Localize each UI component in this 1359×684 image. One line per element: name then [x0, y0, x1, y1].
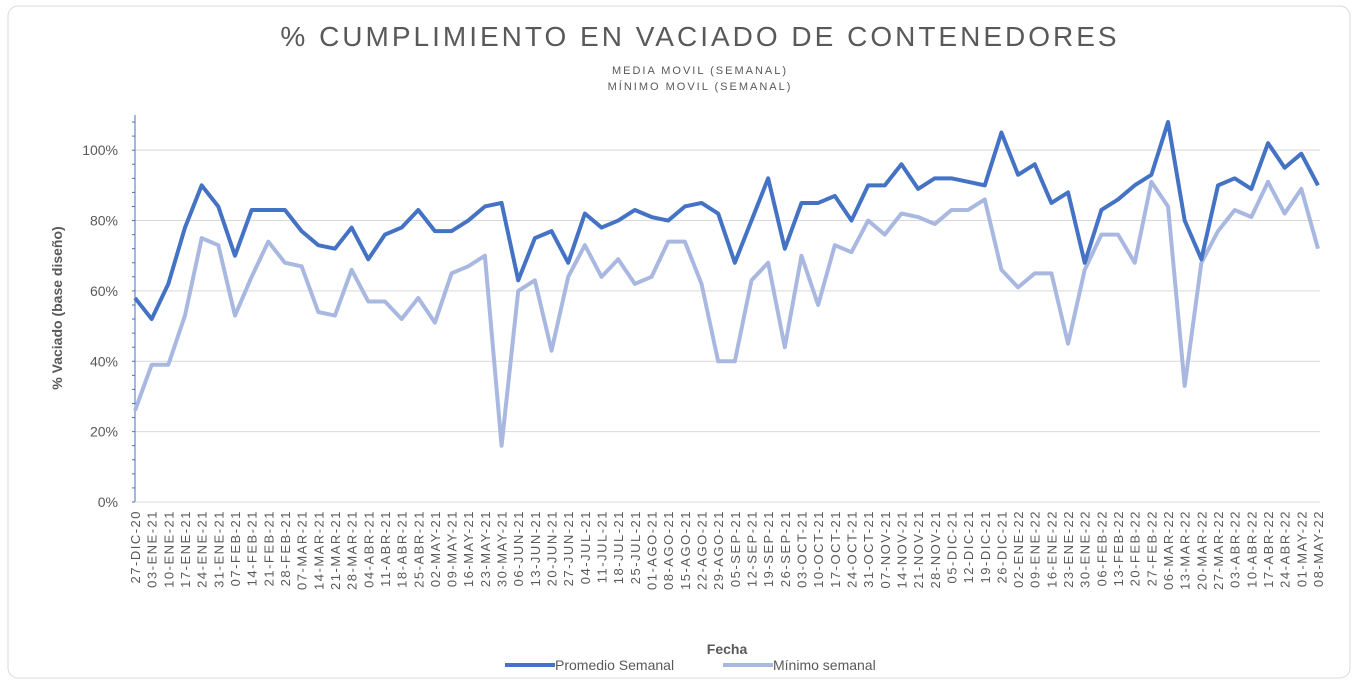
- x-tick-label: 18-JUL-21: [611, 510, 626, 584]
- x-tick-label: 06-JUN-21: [511, 510, 526, 586]
- x-tick-label: 21-FEB-21: [261, 510, 276, 586]
- x-tick-label: 18-ABR-21: [395, 510, 410, 588]
- x-tick-label: 10-OCT-21: [811, 510, 826, 588]
- x-tick-label: 03-ENE-21: [145, 510, 160, 588]
- x-tick-label: 25-JUL-21: [628, 510, 643, 584]
- x-tick-label: 17-ABR-22: [1261, 510, 1276, 588]
- x-tick-label: 06-FEB-22: [1094, 510, 1109, 586]
- series-line: [133, 120, 1320, 322]
- x-tick-label: 12-DIC-21: [961, 510, 976, 583]
- x-tick-label: 24-OCT-21: [844, 510, 859, 588]
- y-tick-label: 100%: [82, 142, 118, 158]
- x-tick-label: 27-FEB-22: [1144, 510, 1159, 586]
- chart-subtitle: MÍNIMO MOVIL (SEMANAL): [608, 80, 793, 93]
- y-tick-label: 60%: [90, 283, 118, 299]
- x-tick-label: 10-ENE-21: [161, 510, 176, 588]
- x-tick-label: 20-FEB-22: [1128, 510, 1143, 586]
- x-tick-label: 03-OCT-21: [794, 510, 809, 588]
- x-tick-label: 02-MAY-21: [428, 510, 443, 587]
- x-tick-label: 16-ENE-22: [1044, 510, 1059, 588]
- x-tick-label: 21-NOV-21: [911, 510, 926, 589]
- x-tick-label: 24-ABR-22: [1278, 510, 1293, 588]
- y-tick-label: 0%: [98, 494, 118, 510]
- x-tick-label: 20-MAR-22: [1194, 510, 1209, 590]
- x-tick-label: 30-MAY-21: [495, 510, 510, 587]
- x-tick-label: 28-NOV-21: [928, 510, 943, 589]
- legend-label: Mínimo semanal: [773, 657, 876, 673]
- x-tick-label: 22-AGO-21: [695, 510, 710, 590]
- x-tick-label: 11-JUL-21: [595, 510, 610, 583]
- x-tick-label: 23-MAY-21: [478, 510, 493, 587]
- x-tick-label: 21-MAR-21: [328, 510, 343, 590]
- x-tick-label: 30-ENE-22: [1078, 510, 1093, 588]
- x-tick-label: 27-MAR-22: [1211, 510, 1226, 590]
- x-tick-label: 02-ENE-22: [1011, 510, 1026, 588]
- x-tick-label: 16-MAY-21: [461, 510, 476, 587]
- x-tick-label: 14-MAR-21: [311, 510, 326, 590]
- x-tick-label: 14-FEB-21: [245, 510, 260, 586]
- x-tick-label: 07-FEB-21: [228, 510, 243, 586]
- y-tick-label: 20%: [90, 424, 118, 440]
- x-tick-label: 09-MAY-21: [445, 510, 460, 587]
- x-tick-label: 31-OCT-21: [861, 510, 876, 588]
- x-tick-label: 25-ABR-21: [411, 510, 426, 588]
- x-tick-label: 01-MAY-22: [1294, 510, 1309, 587]
- x-tick-label: 24-ENE-21: [195, 510, 210, 588]
- x-tick-label: 29-AGO-21: [711, 510, 726, 590]
- chart-subtitle: MEDIA MOVIL (SEMANAL): [612, 65, 788, 77]
- x-tick-label: 05-SEP-21: [728, 510, 743, 587]
- x-tick-label: 04-JUL-21: [578, 510, 593, 584]
- x-tick-label: 13-FEB-22: [1111, 510, 1126, 586]
- x-tick-label: 17-ENE-21: [178, 510, 193, 588]
- x-tick-label: 08-AGO-21: [661, 510, 676, 590]
- y-axis-title: % Vaciado (base diseño): [49, 226, 65, 389]
- y-tick-label: 40%: [90, 353, 118, 369]
- x-axis-title: Fecha: [707, 641, 748, 657]
- x-tick-label: 31-ENE-21: [211, 510, 226, 588]
- x-tick-label: 05-DIC-21: [944, 510, 959, 583]
- x-tick-label: 14-NOV-21: [894, 510, 909, 589]
- x-tick-label: 13-JUN-21: [528, 510, 543, 586]
- x-tick-label: 19-DIC-21: [978, 510, 993, 583]
- x-tick-label: 08-MAY-22: [1311, 510, 1326, 587]
- x-tick-label: 20-JUN-21: [545, 510, 560, 586]
- x-tick-label: 26-DIC-21: [994, 510, 1009, 583]
- x-tick-label: 06-MAR-22: [1161, 510, 1176, 590]
- x-tick-label: 03-ABR-22: [1228, 510, 1243, 588]
- legend-label: Promedio Semanal: [555, 657, 674, 673]
- x-tick-label: 09-ENE-22: [1028, 510, 1043, 588]
- x-tick-label: 01-AGO-21: [645, 510, 660, 590]
- chart-title: % CUMPLIMIENTO EN VACIADO DE CONTENEDORE…: [280, 21, 1119, 52]
- x-tick-label: 26-SEP-21: [778, 510, 793, 587]
- series-line: [133, 179, 1320, 448]
- x-tick-label: 27-JUN-21: [561, 510, 576, 586]
- x-tick-label: 23-ENE-22: [1061, 510, 1076, 588]
- x-tick-label: 27-DIC-20: [128, 510, 143, 583]
- x-tick-label: 13-MAR-22: [1178, 510, 1193, 590]
- x-tick-label: 04-ABR-21: [361, 510, 376, 588]
- chart-frame: [7, 5, 1351, 679]
- x-tick-label: 11-ABR-21: [378, 510, 393, 587]
- x-tick-label: 17-OCT-21: [828, 510, 843, 588]
- x-tick-label: 12-SEP-21: [744, 510, 759, 587]
- y-tick-label: 80%: [90, 213, 118, 229]
- x-tick-label: 15-AGO-21: [678, 510, 693, 590]
- x-tick-label: 28-FEB-21: [278, 510, 293, 586]
- x-tick-label: 07-NOV-21: [878, 510, 893, 589]
- x-tick-label: 28-MAR-21: [345, 510, 360, 590]
- x-tick-label: 19-SEP-21: [761, 510, 776, 587]
- x-tick-label: 07-MAR-21: [295, 510, 310, 590]
- x-tick-label: 10-ABR-22: [1244, 510, 1259, 588]
